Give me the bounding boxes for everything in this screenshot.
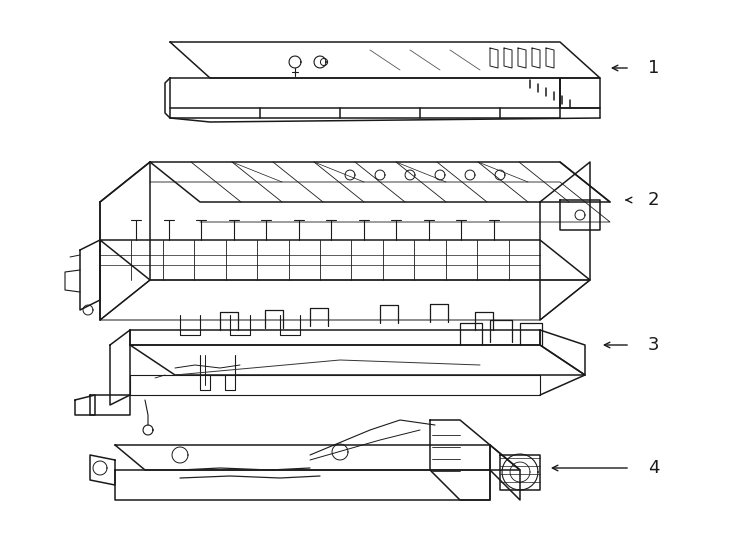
Text: 3: 3 [648, 336, 660, 354]
Text: 1: 1 [648, 59, 659, 77]
Text: 2: 2 [648, 191, 660, 209]
Polygon shape [560, 78, 600, 108]
Polygon shape [500, 455, 540, 490]
Polygon shape [150, 162, 610, 202]
Polygon shape [170, 42, 600, 78]
Polygon shape [90, 455, 115, 485]
Polygon shape [110, 330, 130, 405]
Polygon shape [115, 445, 520, 470]
Polygon shape [130, 330, 540, 345]
Polygon shape [130, 345, 585, 375]
Polygon shape [115, 470, 490, 500]
Polygon shape [75, 395, 95, 415]
Polygon shape [540, 330, 585, 375]
Polygon shape [100, 240, 590, 280]
Polygon shape [170, 78, 560, 108]
Polygon shape [130, 375, 540, 395]
Polygon shape [560, 200, 600, 230]
Polygon shape [490, 445, 520, 500]
Polygon shape [430, 420, 490, 500]
Polygon shape [90, 395, 130, 415]
Polygon shape [540, 162, 590, 320]
Text: 4: 4 [648, 459, 660, 477]
Polygon shape [80, 240, 100, 310]
Polygon shape [100, 162, 150, 320]
Polygon shape [100, 280, 590, 320]
